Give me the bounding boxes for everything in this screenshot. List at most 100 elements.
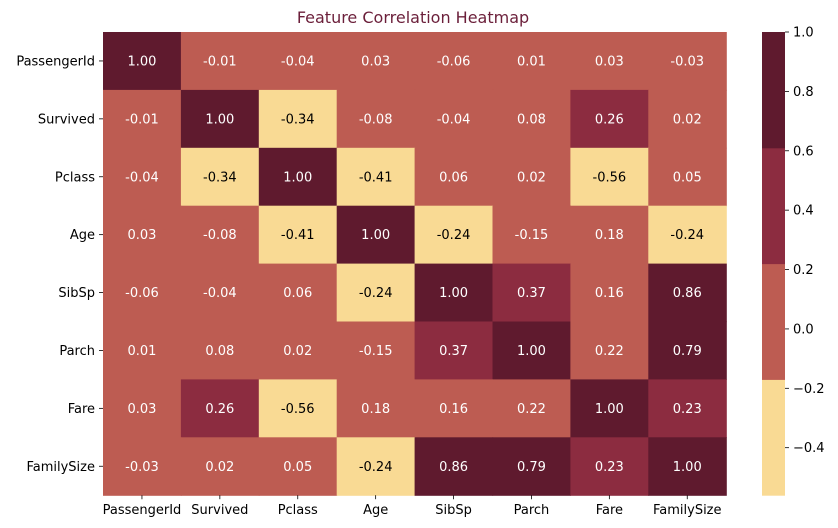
cell-value-label: 0.26: [595, 112, 624, 127]
colorbar: 1.0 0.8 0.6 0.4 0.2 0.0 −0.2 −0.4: [762, 26, 825, 496]
heatmap-cell: [180, 437, 260, 496]
y-tick-label: Age: [70, 228, 95, 243]
heatmap-cell: [492, 379, 571, 438]
heatmap-cell: [336, 321, 416, 380]
heatmap-cell: [180, 379, 260, 438]
cell-value-label: 0.03: [361, 54, 390, 69]
heatmap-cell: [648, 321, 727, 380]
cell-value-label: -0.06: [437, 54, 471, 69]
x-tick-label: Survived: [191, 503, 248, 518]
cell-value-label: 0.05: [283, 460, 312, 475]
cell-value-label: -0.41: [281, 228, 315, 243]
colorbar-tick-label: 0.6: [793, 144, 814, 159]
heatmap-cell: [492, 89, 571, 149]
cell-value-label: 1.00: [673, 460, 702, 475]
x-tick-label: Age: [363, 503, 388, 518]
colorbar-tick-label: 0.0: [793, 322, 814, 337]
cell-value-label: -0.04: [203, 286, 237, 301]
heatmap-cell: [414, 263, 494, 323]
x-tick-label: Fare: [596, 503, 623, 518]
cell-value-label: 0.37: [517, 286, 546, 301]
heatmap-cell: [648, 437, 727, 496]
cell-value-label: -0.56: [281, 402, 315, 417]
cell-value-label: 0.22: [517, 402, 546, 417]
heatmap-cell: [648, 379, 727, 438]
cell-value-label: 1.00: [205, 112, 234, 127]
cell-value-label: -0.34: [281, 112, 315, 127]
heatmap-cell: [414, 32, 494, 91]
x-tick-label: Parch: [514, 503, 550, 518]
heatmap-cell: [648, 263, 727, 323]
heatmap-cell: [103, 437, 182, 496]
cell-value-label: 0.02: [673, 112, 702, 127]
heatmap-cell: [103, 205, 182, 265]
heatmap-cell: [570, 321, 649, 380]
cell-value-label: -0.04: [125, 170, 159, 185]
cell-value-label: -0.04: [437, 112, 471, 127]
cell-value-label: 0.23: [595, 460, 624, 475]
colorbar-segment: [762, 147, 785, 265]
heatmap-cell: [336, 147, 416, 207]
cell-value-label: 0.18: [361, 402, 390, 417]
heatmap-cell: [570, 205, 649, 265]
heatmap-cell: [492, 437, 571, 496]
y-tick-label: FamilySize: [26, 460, 95, 475]
cell-value-label: -0.56: [593, 170, 627, 185]
y-tick-label: PassengerId: [16, 54, 95, 69]
heatmap-cell: [492, 263, 571, 323]
heatmap-cells: [103, 32, 727, 496]
cell-value-label: 0.06: [283, 286, 312, 301]
colorbar-tick-label: −0.2: [793, 382, 825, 397]
cell-value-label: 0.03: [595, 54, 624, 69]
cell-value-label: 0.86: [439, 460, 468, 475]
heatmap-cell: [180, 89, 260, 149]
cell-value-label: -0.06: [125, 286, 159, 301]
heatmap-cell: [258, 263, 338, 323]
heatmap-cell-labels: 1.00 -0.01 -0.04 0.03 -0.06 0.01 0.03 -0.03 -0.0…: [125, 54, 704, 474]
heatmap-cell: [492, 205, 571, 265]
heatmap-cell: [414, 205, 494, 265]
heatmap-cell: [414, 89, 494, 149]
colorbar-tick-label: −0.4: [793, 441, 825, 456]
chart-title: Feature Correlation Heatmap: [297, 8, 529, 27]
cell-value-label: 0.02: [517, 170, 546, 185]
cell-value-label: 1.00: [361, 228, 390, 243]
heatmap-cell: [570, 89, 649, 149]
heatmap-cell: [570, 147, 649, 207]
heatmap-cell: [336, 89, 416, 149]
heatmap-cell: [336, 437, 416, 496]
y-tick-label: SibSp: [58, 286, 95, 301]
heatmap-cell: [648, 205, 727, 265]
heatmap-cell: [258, 32, 338, 91]
heatmap-cell: [570, 437, 649, 496]
heatmap-cell: [258, 321, 338, 380]
heatmap-cell: [336, 32, 416, 91]
heatmap-cell: [258, 147, 338, 207]
cell-value-label: -0.41: [359, 170, 393, 185]
colorbar-tick-label: 0.8: [793, 85, 814, 100]
heatmap-cell: [180, 321, 260, 380]
cell-value-label: 0.02: [283, 344, 312, 359]
y-tick-label: Fare: [68, 402, 95, 417]
cell-value-label: 0.26: [205, 402, 234, 417]
heatmap-cell: [336, 379, 416, 438]
heatmap-cell: [258, 379, 338, 438]
heatmap-cell: [180, 147, 260, 207]
y-tick-label: Pclass: [55, 170, 95, 185]
x-tick-label: Pclass: [278, 503, 318, 518]
cell-value-label: -0.01: [203, 54, 237, 69]
cell-value-label: 0.08: [517, 112, 546, 127]
heatmap-cell: [570, 32, 649, 91]
cell-value-label: 0.03: [127, 228, 156, 243]
y-tick-label: Parch: [59, 344, 95, 359]
cell-value-label: 0.16: [439, 402, 468, 417]
colorbar-tick-label: 0.2: [793, 263, 814, 278]
cell-value-label: 0.86: [673, 286, 702, 301]
cell-value-label: -0.03: [125, 460, 159, 475]
cell-value-label: 0.01: [517, 54, 546, 69]
heatmap-cell: [103, 321, 182, 380]
x-tick-label: PassengerId: [103, 503, 182, 518]
heatmap-cell: [336, 205, 416, 265]
cell-value-label: -0.03: [670, 54, 704, 69]
x-tick-label: FamilySize: [653, 503, 722, 518]
